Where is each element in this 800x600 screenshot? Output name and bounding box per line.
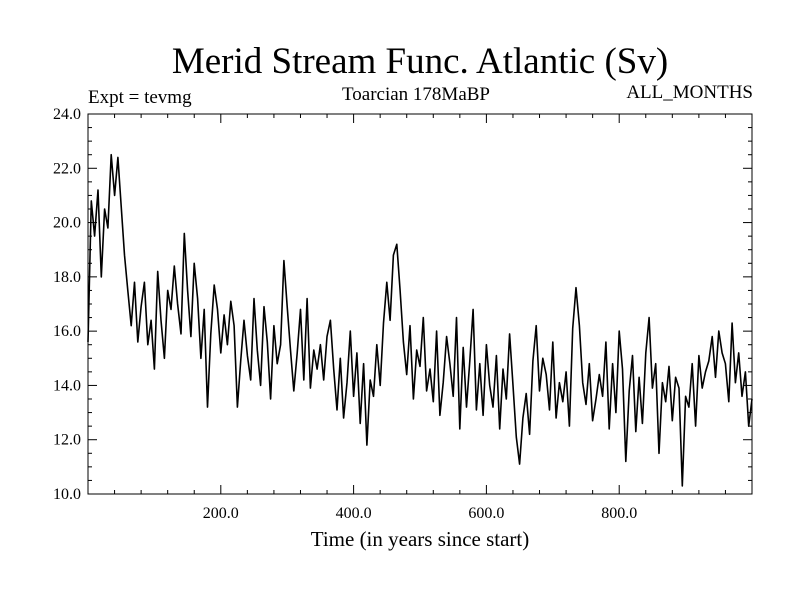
chart-subtitle: Toarcian 178MaBP (342, 84, 491, 105)
chart-title: Merid Stream Func. Atlantic (Sv) (171, 41, 669, 82)
x-tick-label: 200.0 (203, 505, 239, 522)
y-tick-label: 10.0 (53, 486, 81, 503)
y-tick-label: 16.0 (53, 323, 81, 340)
y-tick-label: 24.0 (53, 106, 81, 123)
y-tick-label: 22.0 (53, 160, 81, 177)
experiment-label: Expt = tevmg (88, 87, 192, 108)
y-tick-label: 20.0 (53, 215, 81, 232)
period-label: ALL_MONTHS (626, 82, 753, 103)
y-tick-label: 12.0 (53, 432, 81, 449)
x-axis-label: Time (in years since start) (310, 527, 530, 551)
y-tick-label: 14.0 (53, 377, 81, 394)
axis-ticks: 10.0 12.0 14.0 16.0 18.0 20.0 22.0 24.0 200.0 400… (53, 106, 752, 522)
x-tick-label: 600.0 (468, 505, 504, 522)
y-tick-label: 18.0 (53, 269, 81, 286)
data-series-line (87, 153, 753, 487)
x-tick-label: 800.0 (601, 505, 637, 522)
x-tick-label: 400.0 (336, 505, 372, 522)
plot-frame (87, 113, 753, 495)
